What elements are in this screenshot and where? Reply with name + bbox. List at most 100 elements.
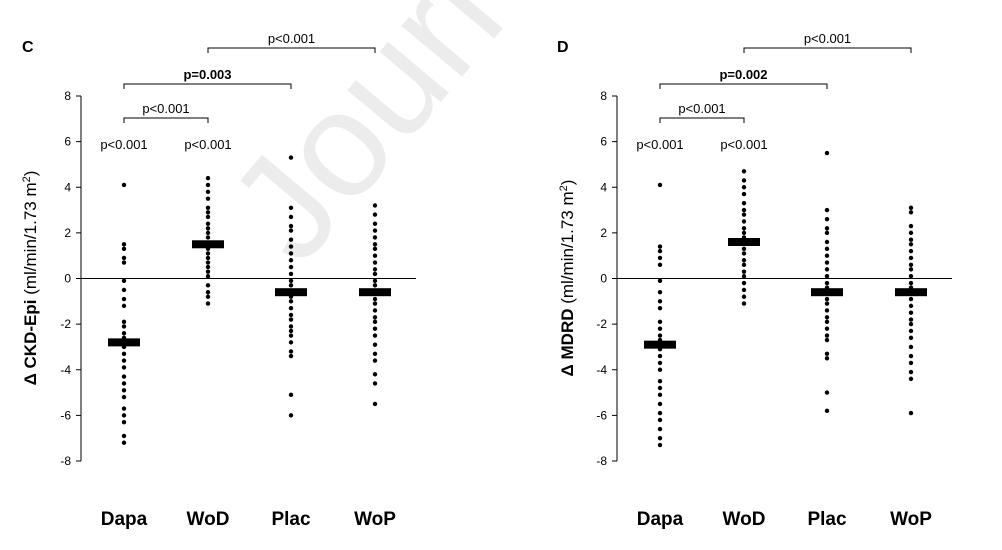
category-label-wop: WoP (890, 509, 932, 530)
data-point (121, 365, 127, 370)
data-point (372, 296, 378, 302)
data-point (824, 216, 830, 222)
data-point (121, 351, 127, 356)
data-point (121, 296, 127, 302)
y-axis-label: Δ CKD-Epi (ml/min/1.73 m2) (21, 171, 40, 386)
data-point (372, 333, 378, 338)
data-point (824, 308, 830, 313)
data-point (372, 260, 378, 265)
chart-panels: C 8 6 4 2 0 -2 -4 -6 -8 Δ CKD-Epi (ml/min/1.73 m2)… (21, 31, 952, 530)
y-tick-label: 6 (600, 135, 607, 149)
data-point (908, 360, 914, 366)
y-tick-label: -2 (60, 317, 71, 331)
data-point (741, 226, 747, 231)
data-point (824, 150, 830, 156)
data-point (657, 333, 663, 338)
data-point (824, 333, 830, 338)
data-point (372, 319, 378, 325)
data-point (908, 274, 914, 279)
data-point (908, 248, 914, 254)
data-point (121, 324, 127, 329)
data-point (288, 244, 294, 249)
significance-bracket (659, 117, 745, 123)
data-point (824, 351, 830, 356)
data-point (372, 358, 378, 363)
data-point (741, 246, 747, 252)
data-point (205, 264, 211, 270)
data-point (372, 308, 378, 313)
data-point (288, 328, 294, 334)
data-point (657, 378, 663, 384)
significance-bracket (123, 117, 209, 123)
data-point (372, 267, 378, 272)
data-point (372, 253, 378, 258)
data-point (288, 237, 294, 242)
significance-bracket (207, 47, 376, 53)
data-point (824, 230, 830, 236)
p-value-label: p<0.001 (184, 137, 231, 152)
data-point (372, 342, 378, 347)
y-tick-label: -6 (596, 408, 607, 422)
bracket-p-value: p<0.001 (804, 31, 851, 46)
data-point (205, 260, 211, 265)
data-point (741, 251, 747, 256)
mean-bar (728, 238, 760, 246)
data-point (657, 248, 663, 254)
data-point (121, 278, 127, 283)
data-point (288, 223, 294, 229)
data-point (205, 189, 211, 195)
data-point (908, 255, 914, 261)
data-point (741, 294, 747, 299)
data-point (908, 296, 914, 302)
data-point (288, 317, 294, 322)
data-point (288, 251, 294, 256)
mean-bar (192, 240, 224, 249)
data-point (824, 207, 830, 213)
data-point (741, 185, 747, 190)
y-tick-label: 4 (64, 180, 71, 194)
data-point (657, 392, 663, 398)
y-tick-label: -4 (60, 363, 71, 377)
data-point (657, 182, 663, 188)
data-point (657, 289, 663, 295)
y-axis-label: Δ MDRD (ml/min/1.73 m2) (558, 180, 577, 377)
y-tick-label: -8 (60, 454, 71, 468)
data-point (205, 175, 211, 181)
data-point (824, 326, 830, 331)
panel-d: D 8 6 4 2 0 -2 -4 -6 -8 Δ MDRD (ml/min/1.73 m2) Dap… (557, 31, 952, 530)
data-point (372, 271, 378, 277)
category-label-wod: WoD (723, 509, 766, 530)
data-point (824, 280, 830, 286)
data-point (288, 214, 294, 220)
data-point (372, 381, 378, 386)
mean-bar (811, 288, 843, 297)
data-point (824, 246, 830, 252)
y-tick-label: 8 (64, 89, 71, 103)
data-point (205, 294, 211, 299)
panel-letter: D (557, 39, 569, 56)
data-point (121, 242, 127, 247)
data-point (288, 283, 294, 288)
data-point (372, 301, 378, 306)
data-point (741, 178, 747, 183)
panel-letter: C (22, 39, 34, 56)
data-point (908, 328, 914, 334)
data-point (741, 280, 747, 286)
mean-bar (895, 288, 927, 297)
data-point (288, 228, 294, 233)
category-label-wod: WoD (187, 509, 230, 530)
data-point (824, 337, 830, 343)
data-point (205, 274, 211, 279)
data-point (372, 203, 378, 208)
data-point (908, 267, 914, 272)
data-point (121, 433, 127, 439)
category-label-dapa: Dapa (101, 509, 148, 530)
y-tick-label: 0 (600, 272, 607, 286)
data-point (372, 212, 378, 217)
data-point (657, 244, 663, 249)
data-point (121, 331, 127, 336)
data-point (908, 262, 914, 268)
data-point (121, 246, 127, 252)
data-point (908, 223, 914, 229)
